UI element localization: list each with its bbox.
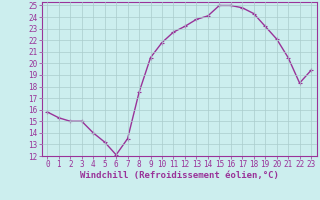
X-axis label: Windchill (Refroidissement éolien,°C): Windchill (Refroidissement éolien,°C) bbox=[80, 171, 279, 180]
